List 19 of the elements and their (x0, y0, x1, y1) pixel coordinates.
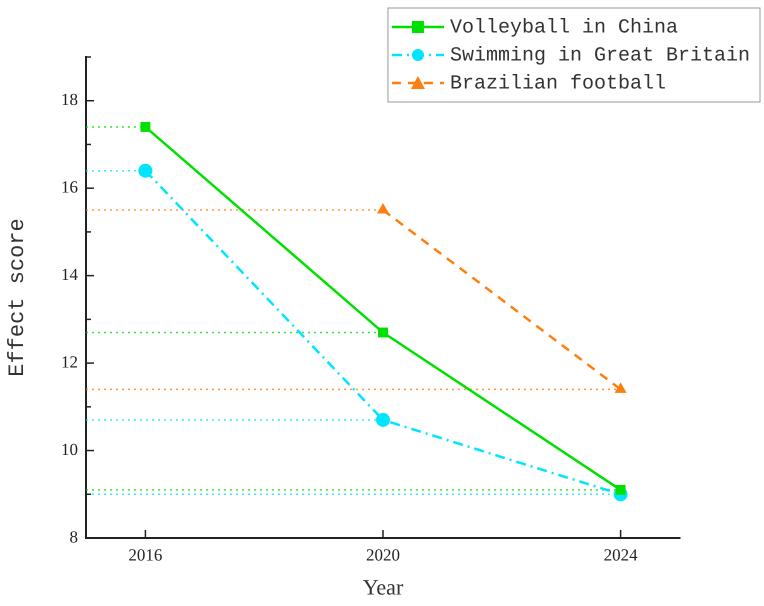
y-tick-label: 12 (61, 352, 78, 372)
y-tick-label: 14 (61, 265, 78, 284)
legend-label: Volleyball in China (450, 16, 678, 40)
y-tick-label: 18 (61, 90, 78, 110)
legend-label: Swimming in Great Britain (450, 44, 750, 68)
point (376, 412, 390, 427)
y-tick-label: 16 (61, 178, 78, 197)
point (616, 484, 626, 495)
x-tick-label: 2024 (604, 546, 638, 565)
x-tick-label: 2020 (366, 546, 400, 565)
x-axis-title: Year (362, 574, 404, 600)
legend-label: Brazilian football (450, 72, 666, 96)
y-tick-label: 8 (70, 527, 78, 546)
point (378, 328, 388, 338)
point (138, 164, 152, 178)
y-axis-title: Effect score (5, 218, 30, 377)
x-tick-label: 2016 (128, 546, 162, 565)
y-tick-label: 10 (61, 440, 78, 460)
point (140, 122, 150, 132)
